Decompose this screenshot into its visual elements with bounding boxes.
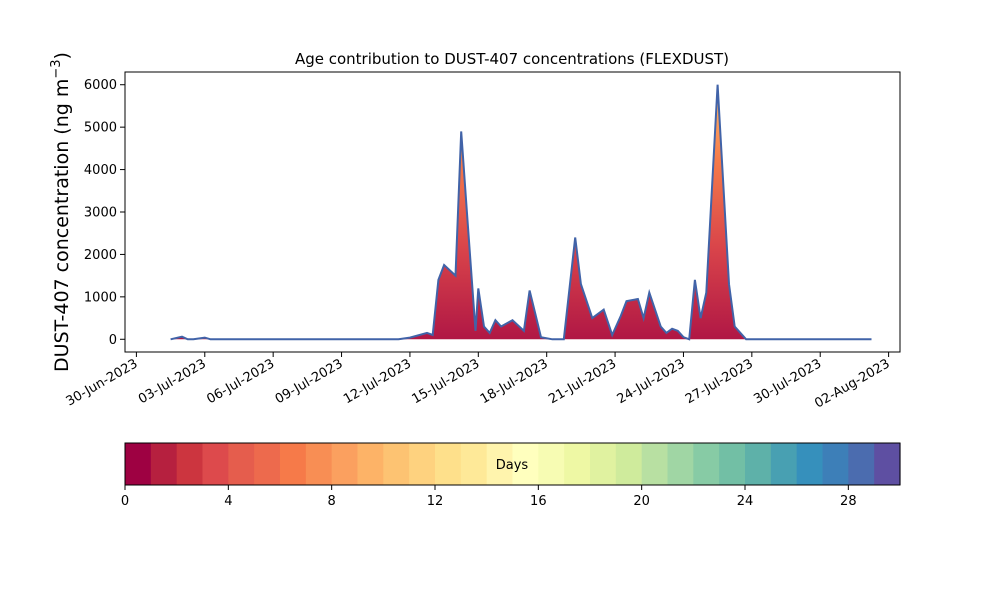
colorbar-cell — [512, 443, 539, 485]
x-tick-label: 24-Jul-2023 — [615, 356, 688, 407]
y-axis-label-unit-exponent: −3 — [49, 59, 64, 78]
colorbar-cell — [460, 443, 488, 485]
colorbar-cell — [435, 443, 462, 485]
colorbar-cell — [486, 443, 514, 485]
colorbar-cell — [280, 443, 307, 485]
x-tick-label: 18-Jul-2023 — [478, 356, 551, 407]
colorbar-cell — [564, 443, 591, 485]
colorbar-cell — [331, 443, 359, 485]
colorbar-cell — [357, 443, 384, 485]
chart-title: Age contribution to DUST-407 concentrati… — [295, 50, 729, 68]
y-axis-label-close: ) — [51, 52, 73, 59]
colorbar-cell — [745, 443, 772, 485]
colorbar-ticks: 0 4 8 12 16 20 24 28 — [121, 485, 857, 509]
colorbar-cell — [409, 443, 436, 485]
colorbar-cell — [719, 443, 746, 485]
colorbar-cells — [125, 443, 901, 485]
colorbar-cell — [641, 443, 669, 485]
colorbar-cell — [150, 443, 178, 485]
colorbar-label: Days — [496, 458, 529, 473]
x-tick-label: 06-Jul-2023 — [204, 356, 277, 407]
y-tick-label: 2000 — [84, 248, 117, 263]
x-tick-label: 09-Jul-2023 — [273, 356, 346, 407]
colorbar-tick-label: 16 — [530, 494, 547, 509]
y-tick-label: 5000 — [84, 121, 117, 136]
colorbar: Days 0 4 8 12 16 20 24 28 — [121, 442, 901, 509]
colorbar-cell — [254, 443, 281, 485]
y-tick-label: 6000 — [84, 78, 117, 93]
y-tick-label: 0 — [109, 333, 117, 348]
y-tick-label: 4000 — [84, 163, 117, 178]
colorbar-cell — [125, 443, 152, 485]
colorbar-tick-label: 28 — [840, 494, 857, 509]
colorbar-tick-label: 20 — [633, 494, 650, 509]
colorbar-tick-label: 12 — [427, 494, 444, 509]
colorbar-cell — [590, 443, 617, 485]
concentration-area — [170, 84, 872, 340]
colorbar-cell — [202, 443, 229, 485]
colorbar-cell — [538, 443, 565, 485]
colorbar-tick-label: 4 — [224, 494, 232, 509]
colorbar-tick-label: 24 — [737, 494, 754, 509]
x-axis-ticks: 30-Jun-202303-Jul-202306-Jul-202309-Jul-… — [64, 352, 893, 412]
plot-area — [124, 71, 901, 353]
colorbar-cell — [383, 443, 410, 485]
colorbar-cell — [770, 443, 798, 485]
x-tick-label: 03-Jul-2023 — [136, 356, 209, 407]
colorbar-cell — [822, 443, 849, 485]
x-tick-label: 27-Jul-2023 — [683, 356, 756, 407]
colorbar-cell — [693, 443, 720, 485]
x-tick-label: 12-Jul-2023 — [341, 356, 414, 407]
colorbar-cell — [796, 443, 824, 485]
colorbar-cell — [874, 443, 901, 485]
y-axis-label: DUST-407 concentration (ng m−3) — [49, 52, 73, 372]
y-tick-label: 3000 — [84, 206, 117, 221]
svg-text:DUST-407 concentration (ng m−3: DUST-407 concentration (ng m−3) — [49, 52, 73, 372]
y-tick-label: 1000 — [84, 290, 117, 305]
x-tick-label: 21-Jul-2023 — [546, 356, 619, 407]
y-axis-label-text: DUST-407 concentration (ng m — [51, 79, 73, 372]
plot-frame — [124, 71, 901, 353]
colorbar-cell — [305, 443, 333, 485]
x-tick-label: 30-Jun-2023 — [64, 356, 141, 409]
colorbar-tick-label: 0 — [121, 494, 129, 509]
colorbar-tick-label: 8 — [328, 494, 336, 509]
colorbar-cell — [848, 443, 875, 485]
colorbar-cell — [615, 443, 643, 485]
y-axis-ticks: 0 1000 2000 3000 4000 5000 6000 — [84, 78, 125, 348]
x-tick-label: 02-Aug-2023 — [812, 356, 892, 411]
colorbar-cell — [667, 443, 694, 485]
colorbar-cell — [176, 443, 204, 485]
colorbar-cell — [228, 443, 255, 485]
concentration-line — [170, 84, 872, 341]
colorbar-frame — [124, 442, 901, 486]
x-tick-label: 15-Jul-2023 — [409, 356, 482, 407]
